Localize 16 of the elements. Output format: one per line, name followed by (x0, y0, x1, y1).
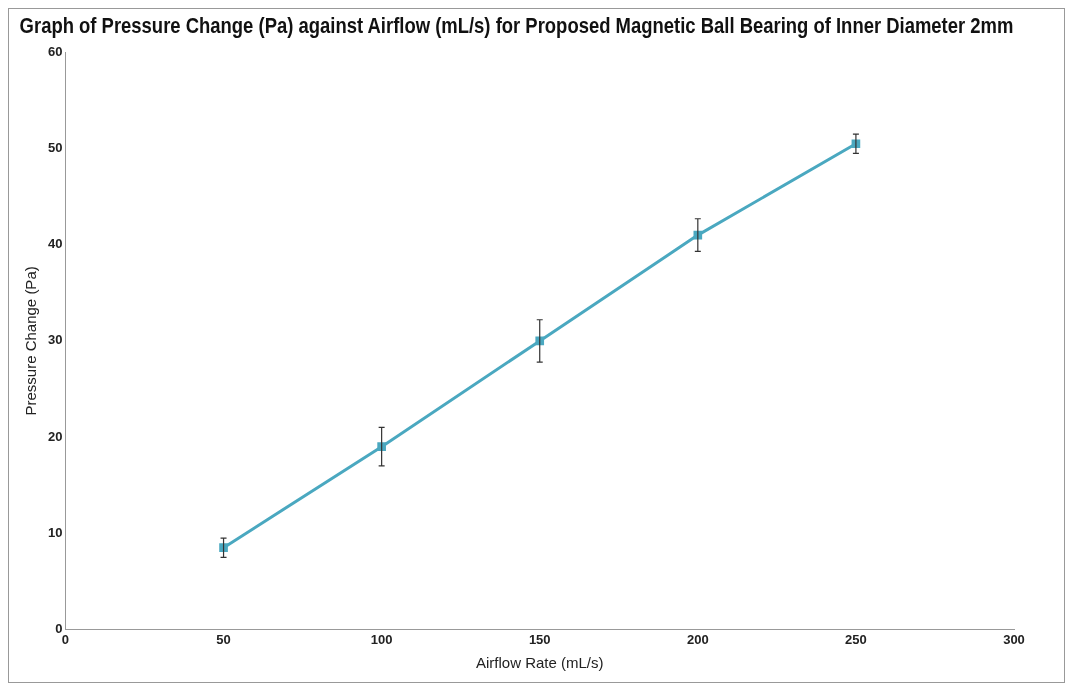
x-tick-label: 150 (528, 631, 551, 647)
chart-title: Graph of Pressure Change (Pa) against Airflow (mL/s) for Proposed Magnetic Ball Bearing of Inner Diameter 2mm (19, 13, 1014, 38)
x-tick-label: 50 (216, 631, 231, 647)
y-axis-title: Pressure Change (Pa) (22, 266, 40, 416)
x-tick-label: 250 (845, 631, 867, 647)
x-axis-title: Airflow Rate (mL/s) (475, 654, 604, 672)
x-tick-label: 100 (370, 631, 393, 647)
y-tick-label: 20 (47, 428, 63, 444)
y-tick-label: 30 (47, 332, 63, 348)
y-tick-label: 50 (47, 140, 63, 156)
y-tick-label: 0 (55, 620, 63, 636)
x-tick-label: 200 (686, 631, 709, 647)
y-tick-label: 60 (47, 43, 63, 59)
y-tick-label: 40 (47, 236, 63, 252)
x-tick-label: 300 (1003, 631, 1025, 647)
y-tick-label: 10 (47, 524, 63, 540)
